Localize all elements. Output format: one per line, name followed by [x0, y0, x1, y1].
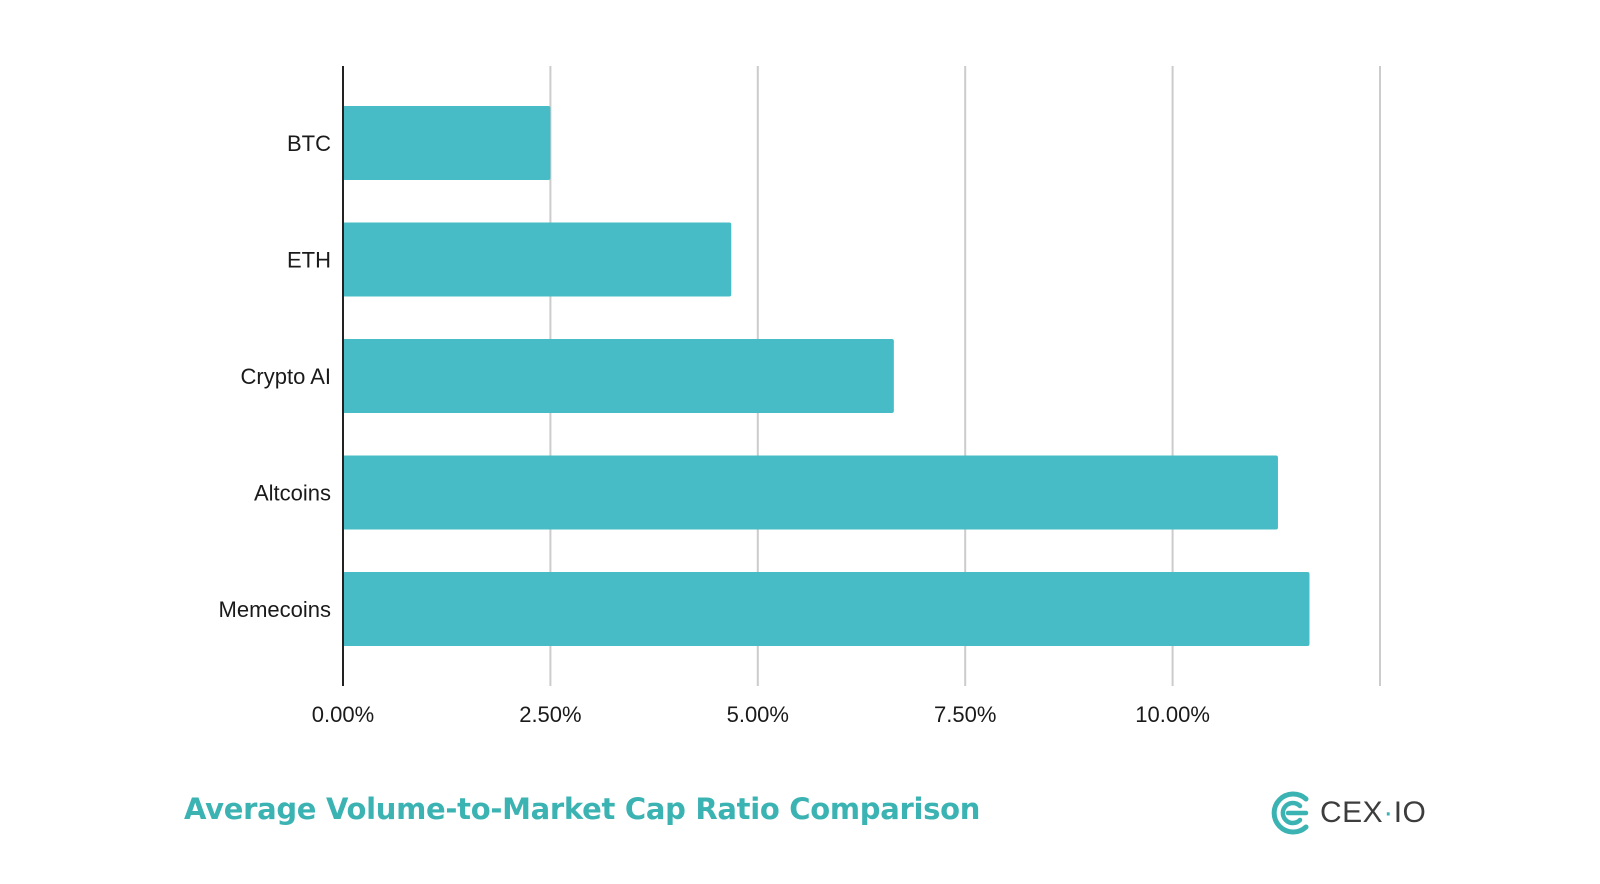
cex-io-logo-icon: [1271, 791, 1309, 835]
bar-crypto-ai: [343, 339, 894, 413]
x-tick-label-0: 0.00%: [312, 702, 374, 727]
brand-text: CEX·IO: [1320, 796, 1426, 830]
bars: [343, 106, 1310, 646]
category-label-btc: BTC: [287, 131, 331, 156]
brand-logo: CEX·IO: [1268, 790, 1426, 836]
category-label-memecoins: Memecoins: [219, 597, 331, 622]
category-label-eth: ETH: [287, 248, 331, 273]
category-labels: BTC ETH Crypto AI Altcoins Memecoins: [219, 131, 332, 622]
x-tick-label-2: 5.00%: [727, 702, 789, 727]
brand-name: CEX: [1320, 796, 1384, 829]
brand-suffix: IO: [1393, 796, 1427, 829]
x-tick-label-4: 10.00%: [1135, 702, 1210, 727]
category-label-crypto-ai: Crypto AI: [241, 364, 331, 389]
x-tick-label-3: 7.50%: [934, 702, 996, 727]
category-label-altcoins: Altcoins: [254, 481, 331, 506]
brand-separator: ·: [1383, 796, 1394, 829]
bar-eth: [343, 222, 732, 297]
x-tick-label-1: 2.50%: [519, 702, 581, 727]
x-tick-labels: 0.00% 2.50% 5.00% 7.50% 10.00%: [312, 702, 1210, 727]
bar-btc: [343, 106, 551, 180]
bar-altcoins: [343, 455, 1278, 530]
chart-title: Average Volume-to-Market Cap Ratio Compa…: [184, 792, 981, 826]
bar-memecoins: [343, 572, 1310, 646]
